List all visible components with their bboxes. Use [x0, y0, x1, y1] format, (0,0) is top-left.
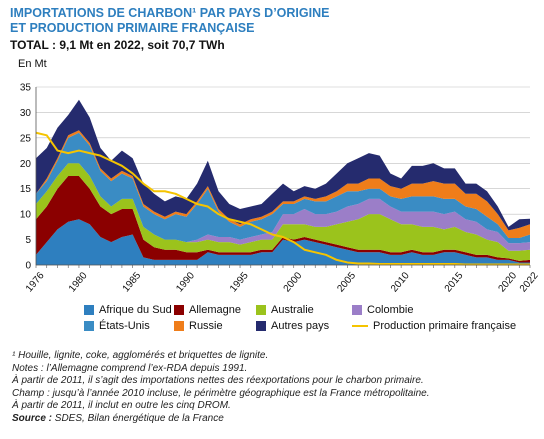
y-axis-unit: En Mt [18, 58, 47, 70]
chart-title: IMPORTATIONS DE CHARBON¹ PAR PAYS D’ORIG… [10, 6, 530, 36]
legend-item-6: Autres pays [256, 320, 329, 332]
source-line: Source : SDES, Bilan énergétique de la F… [12, 413, 537, 426]
legend-swatch [84, 305, 94, 315]
legend-swatch [84, 321, 94, 331]
area-series-4 [36, 132, 530, 244]
area-series-group [36, 99, 530, 265]
legend-swatch [174, 305, 184, 315]
y-tick-label: 30 [20, 108, 32, 119]
stacked-area-chart: 0 5 10 15 20 25 30 35 1976 1980 1985 1990 1995 2000 20… [20, 83, 541, 295]
area-series-6 [36, 99, 530, 231]
legend-swatch [256, 321, 266, 331]
legend-item-5: Russie [174, 320, 223, 332]
legend-swatch [352, 305, 362, 315]
chart-subtitle: TOTAL : 9,1 Mt en 2022, soit 70,7 TWh [10, 38, 225, 52]
chart-title-line1: IMPORTATIONS DE CHARBON¹ PAR PAYS D’ORIG… [10, 6, 330, 20]
area-series-0 [36, 219, 530, 265]
x-tick-label: 2005 [335, 270, 358, 294]
legend-label: Russie [189, 320, 223, 332]
source-label: Source : [12, 412, 53, 424]
chart-title-line2: ET PRODUCTION PRIMAIRE FRANÇAISE [10, 21, 255, 35]
legend-label: États-Unis [99, 320, 150, 332]
line-series-group [35, 131, 530, 266]
x-tick-label: 1980 [67, 270, 90, 294]
note-3: Champ : jusqu’à l’année 2010 incluse, le… [12, 387, 430, 399]
y-tick-label: 0 [25, 261, 31, 272]
legend-swatch [352, 325, 368, 327]
legend-item-0: Afrique du Sud [84, 304, 172, 316]
legend-label: Autres pays [271, 320, 330, 332]
x-tick-label: 2000 [282, 270, 305, 294]
x-tick-label: 2010 [389, 270, 412, 294]
source-text: SDES, Bilan énergétique de la France [52, 412, 224, 424]
legend-swatch [256, 305, 266, 315]
x-tick-label: 2015 [443, 270, 466, 294]
legend-item-1: Allemagne [174, 304, 241, 316]
note-2: À partir de 2011, il s’agit des importat… [12, 375, 424, 387]
legend-item-2: Australie [256, 304, 314, 316]
legend-item-4: États-Unis [84, 320, 150, 332]
y-tick-label: 20 [20, 159, 32, 170]
chart-notes: ¹ Houille, lignite, coke, agglomérés et … [12, 350, 537, 426]
area-series-1 [36, 176, 530, 263]
legend-label: Australie [271, 304, 314, 316]
legend-label: Colombie [367, 304, 414, 316]
area-series-2 [36, 163, 530, 261]
legend-item-3: Colombie [352, 304, 413, 316]
note-1: Notes : l’Allemagne comprend l’ex-RDA de… [12, 362, 248, 374]
x-tick-label: 1995 [228, 270, 251, 294]
y-tick-label: 35 [20, 83, 32, 94]
x-tick-label: 1976 [24, 270, 47, 294]
legend-swatch [174, 321, 184, 331]
legend-label: Production primaire française [373, 320, 517, 332]
note-4: À partir de 2011, il inclut en outre les… [12, 400, 231, 412]
y-tick-label: 10 [20, 210, 32, 221]
line-series-production [35, 131, 530, 266]
legend-label: Afrique du Sud [99, 304, 172, 316]
y-tick-label: 25 [20, 133, 32, 144]
legend-item-7: Production primaire française [352, 320, 516, 332]
area-series-5 [36, 130, 530, 239]
x-tick-label: 1990 [174, 270, 197, 294]
x-tick-label: 2020 [496, 270, 519, 294]
y-tick-label: 5 [25, 235, 31, 246]
y-tick-label: 15 [20, 184, 32, 195]
x-tick-label: 2022 [518, 270, 541, 294]
axes: 0 5 10 15 20 25 30 35 1976 1980 1985 1990 1995 2000 20… [20, 83, 541, 295]
x-tick-label: 1985 [121, 270, 144, 294]
footnote: ¹ Houille, lignite, coke, agglomérés et … [12, 350, 269, 361]
legend-label: Allemagne [189, 304, 241, 316]
